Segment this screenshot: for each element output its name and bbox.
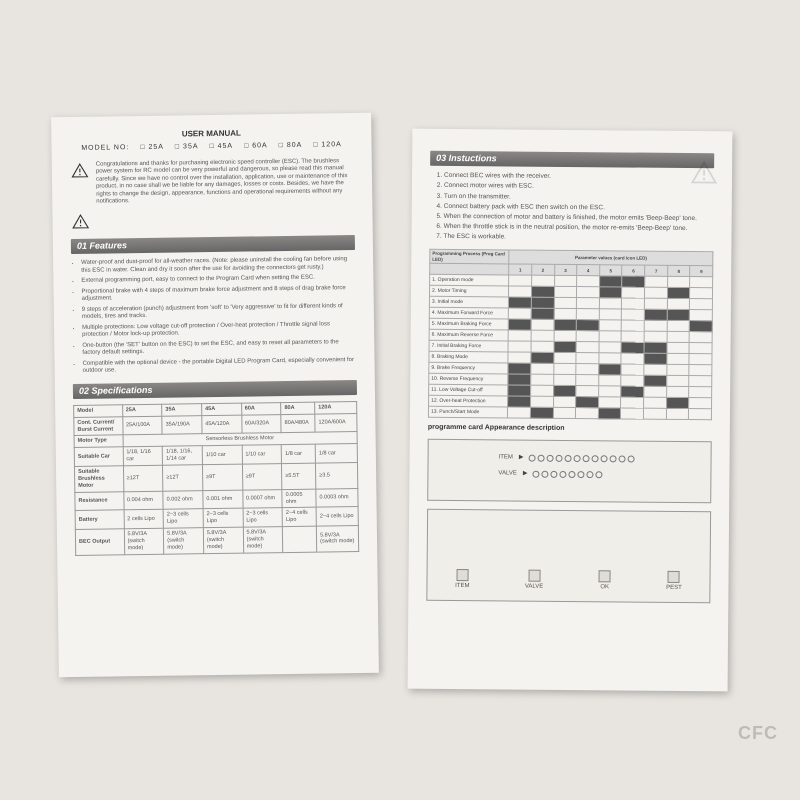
list-item: Connect battery pack with ESC then switc… [444, 203, 714, 213]
features-list: Water-proof and dust-proof for all-weath… [71, 256, 357, 375]
page-title: USER MANUAL [69, 127, 353, 141]
manual-page-2: 03 Instuctions Connect BEC wires with th… [408, 129, 733, 692]
feature-item: Compatible with the optional device - th… [83, 357, 357, 376]
table-row: 13. Punch/Start Mode [428, 407, 711, 420]
manual-page-1: USER MANUAL MODEL NO: □ 25A □ 35A □ 45A … [51, 113, 379, 677]
programming-table: Programming Process (Prog Card LED) Para… [428, 249, 713, 421]
spec-table: Model 25A 35A 45A 60A 80A 120A Cont. Cur… [73, 401, 359, 556]
table-row: Suitable Brushless Motor≥12T≥12T≥9T≥9T≥5… [74, 463, 357, 493]
watermark-text: CFC [738, 723, 778, 744]
intro-block-2 [70, 209, 354, 231]
intro-text: Congratulations and thanks for purchasin… [96, 158, 355, 207]
warning-icon [70, 212, 90, 230]
warning-icon [690, 159, 718, 190]
model-row: MODEL NO: □ 25A □ 35A □ 45A □ 60A □ 80A … [69, 141, 353, 154]
instructions-list: Connect BEC wires with the receiver. Con… [429, 172, 714, 243]
warning-icon [70, 161, 90, 179]
card-buttons: ITEM VALVE OK PEST [427, 568, 709, 592]
feature-item: Proportional brake with 4 steps of maxim… [81, 285, 355, 304]
program-card-top: ITEM▶ VALVE▶ [427, 439, 712, 503]
list-item: Turn on the transmitter. [444, 192, 714, 202]
feature-item: External programming port, easy to conne… [81, 274, 355, 285]
list-item: The ESC is workable. [443, 233, 713, 243]
list-item: Connect motor wires with ESC. [444, 182, 714, 192]
list-item: Connect BEC wires with the receiver. [444, 172, 714, 182]
feature-item: 9 steps of acceleration (punch) adjustme… [82, 303, 356, 322]
section-bar-features: 01 Features [71, 235, 355, 254]
list-item: When the connection of motor and battery… [444, 213, 714, 223]
intro-block: Congratulations and thanks for purchasin… [70, 158, 355, 207]
list-item: When the throttle stick is in the neutra… [444, 223, 714, 233]
table-row: BEC Output5.8V/3A (switch mode)5.8V/3A (… [75, 526, 358, 556]
feature-item: Multiple protections: Low voltage cut-of… [82, 321, 356, 340]
card-caption: programme card Appearance description [428, 424, 712, 435]
feature-item: One-button (the 'SET' button on the ESC)… [82, 339, 356, 358]
section-bar-specs: 02 Specifications [73, 380, 357, 399]
program-card-bottom: ITEM VALVE OK PEST [426, 509, 711, 603]
section-bar-instructions: 03 Instuctions [430, 151, 714, 169]
feature-item: Water-proof and dust-proof for all-weath… [81, 256, 355, 275]
